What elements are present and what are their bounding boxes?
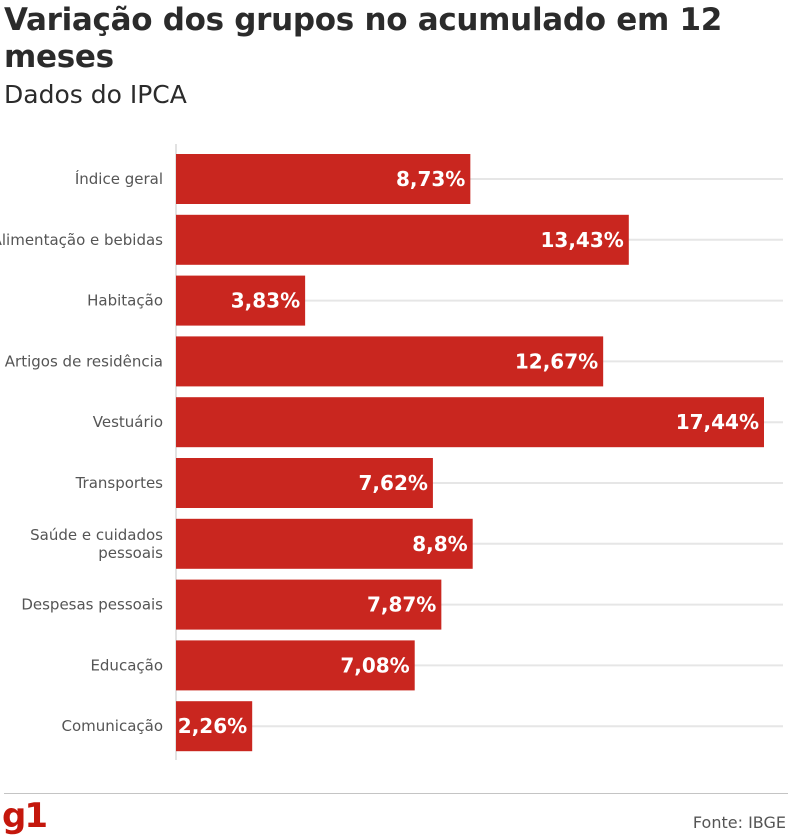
- category-label: Vestuário: [93, 413, 163, 431]
- category-label: Artigos de residência: [5, 352, 163, 370]
- bar-value-label: 3,83%: [231, 289, 300, 313]
- bar-value-label: 8,73%: [396, 167, 465, 191]
- bar: [176, 640, 415, 691]
- bar: [176, 336, 604, 387]
- category-label: Alimentação e bebidas: [0, 231, 163, 249]
- bar: [176, 154, 471, 204]
- footer-divider: [4, 793, 788, 794]
- category-label: Habitação: [87, 292, 163, 310]
- bar: [176, 701, 253, 752]
- bar: [176, 397, 764, 448]
- category-label: Educação: [90, 656, 163, 674]
- bar-value-label: 7,62%: [359, 471, 428, 495]
- category-label: Índice geral: [75, 169, 163, 188]
- category-label: Despesas pessoais: [21, 596, 163, 614]
- g1-logo: g1: [2, 796, 48, 836]
- bar: [176, 518, 473, 569]
- category-label: Saúde e cuidados pessoais: [30, 526, 163, 562]
- bar-chart: 8,73% Índice geral 13,43% Alimentação e beb…: [0, 144, 783, 760]
- bar-value-label: 13,43%: [540, 228, 623, 252]
- bar: [176, 214, 629, 265]
- bar: [176, 458, 433, 508]
- bar: [176, 275, 306, 326]
- bar-value-label: 2,26%: [178, 714, 247, 738]
- bar-value-label: 7,87%: [367, 593, 436, 617]
- chart-subtitle: Dados do IPCA: [4, 80, 187, 109]
- bar-value-label: 8,8%: [412, 532, 467, 556]
- bar-value-label: 7,08%: [340, 653, 409, 677]
- category-label: Transportes: [75, 474, 164, 492]
- bar-value-label: 12,67%: [515, 349, 598, 373]
- source-note: Fonte: IBGE: [692, 813, 786, 832]
- category-label: Comunicação: [62, 717, 164, 735]
- bar-value-label: 17,44%: [676, 410, 759, 434]
- chart-title: Variação dos grupos no acumulado em 12 m…: [4, 2, 723, 75]
- bar: [176, 579, 442, 630]
